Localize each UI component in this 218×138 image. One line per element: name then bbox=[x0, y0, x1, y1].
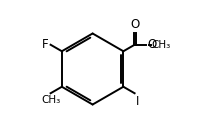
Text: O: O bbox=[147, 38, 157, 51]
Text: F: F bbox=[42, 38, 49, 51]
Text: CH₃: CH₃ bbox=[152, 40, 171, 50]
Text: CH₃: CH₃ bbox=[41, 95, 60, 105]
Text: O: O bbox=[130, 18, 139, 31]
Text: I: I bbox=[136, 95, 139, 108]
